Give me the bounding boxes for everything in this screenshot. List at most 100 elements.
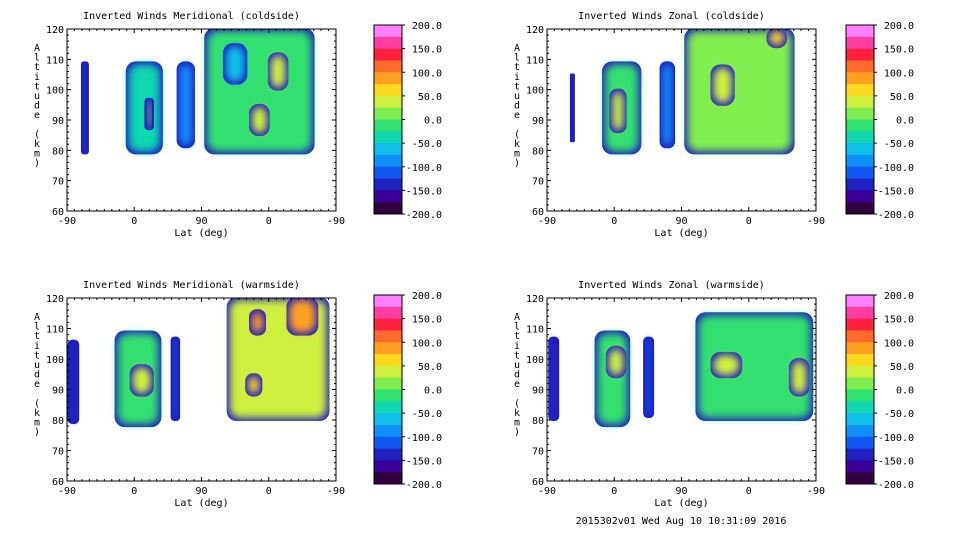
x-tick-label: 90: [675, 216, 687, 227]
colorbar-label: 0.0: [424, 116, 442, 127]
colorbar-swatch: [846, 472, 874, 485]
x-tick-label: 0: [746, 486, 752, 497]
colorbar-swatch: [846, 448, 874, 461]
colorbar-label: 0.0: [896, 386, 914, 397]
colorbar-label: -200.0: [406, 480, 442, 491]
x-tick-label: 0: [746, 216, 752, 227]
colorbar-swatch: [846, 36, 874, 50]
colorbar: 200.0 150.0 100.0 50.0 0.0 -50.0 -100.0 -150.0 -…: [845, 21, 914, 221]
colorbar-label: 150.0: [412, 315, 442, 326]
colorbar-swatch: [846, 72, 874, 85]
colorbar-swatch: [374, 190, 402, 203]
x-tick-label: 0: [611, 486, 617, 497]
y-tick-label: 70: [52, 177, 64, 188]
panel-2: 60 70 80 90 100 110 120 -90 0 90 0 -90 Inverted Wind…: [514, 11, 914, 239]
y-tick-label: 90: [532, 386, 544, 397]
colorbar-label: -200.0: [878, 210, 914, 221]
panel-4: 60 70 80 90 100 110 120 -90 0 90 0 -90 Inverted Wind…: [514, 280, 914, 509]
colorbar-label: 100.0: [884, 338, 914, 349]
colorbar-label: -200.0: [878, 480, 914, 491]
colorbar-label: -50.0: [884, 409, 914, 420]
colorbar-swatch: [846, 413, 874, 426]
contour-region: [128, 64, 160, 152]
x-tick-label: -90: [327, 486, 345, 497]
colorbar-swatch: [846, 154, 874, 168]
colorbar-swatch: [374, 306, 402, 320]
y-tick-label: 90: [532, 116, 544, 127]
x-axis-label: Lat (deg): [174, 228, 228, 239]
contour-fill: [548, 312, 814, 428]
y-tick-label: 120: [46, 25, 64, 36]
colorbar-label: 50.0: [418, 92, 442, 103]
colorbar-swatch: [374, 36, 402, 50]
y-tick-label: 110: [46, 55, 64, 66]
colorbar-swatch: [846, 190, 874, 203]
y-tick-label: 110: [526, 325, 544, 336]
x-tick-label: 0: [131, 486, 137, 497]
colorbar-swatch: [846, 25, 874, 38]
y-tick-label: 90: [52, 116, 64, 127]
colorbar-swatch: [846, 354, 874, 367]
colorbar-swatch: [374, 72, 402, 85]
colorbar-swatch: [374, 377, 402, 390]
colorbar-label: -50.0: [412, 139, 442, 150]
colorbar-swatch: [846, 377, 874, 390]
colorbar-label: 150.0: [412, 45, 442, 56]
colorbar-swatch: [374, 389, 402, 402]
colorbar-swatch: [374, 424, 402, 438]
colorbar: 200.0 150.0 100.0 50.0 0.0 -50.0 -100.0 -150.0 -…: [845, 291, 914, 491]
colorbar-swatch: [374, 25, 402, 38]
colorbar-swatch: [374, 318, 402, 331]
colorbar-label: 150.0: [884, 45, 914, 56]
colorbar-swatch: [374, 131, 402, 144]
y-tick-label: 120: [526, 25, 544, 36]
colorbar-label: 200.0: [412, 291, 442, 302]
contour-region: [132, 367, 151, 394]
x-tick-label: 90: [675, 486, 687, 497]
contour-region: [662, 64, 673, 146]
colorbar-swatch: [846, 295, 874, 308]
colorbar-swatch: [846, 48, 874, 61]
contour-region: [248, 376, 260, 394]
colorbar-label: -150.0: [406, 456, 442, 467]
colorbar-swatch: [846, 342, 874, 355]
contour-region: [713, 67, 732, 103]
colorbar-label: 100.0: [412, 68, 442, 79]
colorbar-label: 200.0: [884, 21, 914, 32]
y-tick-label: 110: [526, 55, 544, 66]
colorbar-swatch: [846, 166, 874, 180]
contour-region: [612, 91, 624, 131]
colorbar: 200.0 150.0 100.0 50.0 0.0 -50.0 -100.0 -150.0 -…: [373, 21, 442, 221]
x-tick-label: -90: [538, 216, 556, 227]
colorbar-label: 50.0: [418, 362, 442, 373]
contour-region: [83, 64, 86, 152]
colorbar-label: 200.0: [412, 21, 442, 32]
footer-timestamp: 2015302v01 Wed Aug 10 10:31:09 2016: [0, 513, 960, 527]
colorbar-label: -150.0: [878, 456, 914, 467]
colorbar-swatch: [374, 48, 402, 61]
y-tick-label: 80: [52, 416, 64, 427]
x-tick-label: -90: [538, 486, 556, 497]
contour-fill: [80, 29, 315, 155]
colorbar-label: -100.0: [878, 433, 914, 444]
y-tick-label: 90: [52, 386, 64, 397]
x-tick-label: -90: [807, 486, 825, 497]
x-tick-label: -90: [327, 216, 345, 227]
y-tick-label: 70: [532, 177, 544, 188]
x-tick-label: -90: [807, 216, 825, 227]
colorbar-label: 0.0: [896, 116, 914, 127]
y-tick-label: 80: [532, 146, 544, 157]
y-tick-label: 60: [532, 477, 544, 488]
colorbar-label: 100.0: [412, 338, 442, 349]
contour-region: [646, 339, 652, 415]
x-axis-label: Lat (deg): [654, 228, 708, 239]
colorbar: 200.0 150.0 100.0 50.0 0.0 -50.0 -100.0 -150.0 -…: [373, 291, 442, 491]
colorbar-label: -50.0: [412, 409, 442, 420]
x-axis-label: Lat (deg): [654, 498, 708, 509]
y-tick-label: 80: [52, 146, 64, 157]
colorbar-label: 50.0: [890, 362, 914, 373]
y-tick-label: 120: [46, 294, 64, 305]
contour-region: [551, 339, 557, 418]
chart-title: Inverted Winds Zonal (warmside): [578, 280, 765, 291]
